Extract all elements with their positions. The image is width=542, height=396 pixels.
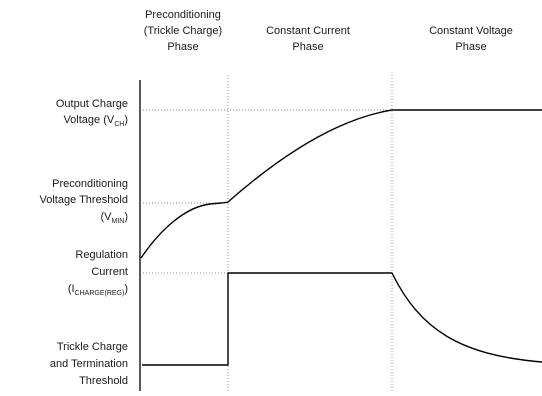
itrickle-line1: Trickle Charge — [57, 341, 128, 353]
vmin-line3: (VMIN) — [100, 211, 128, 225]
vch-line2-end: ) — [124, 114, 128, 126]
vmin-line1: Preconditioning — [52, 178, 128, 190]
vch-subscript: CH — [114, 121, 124, 128]
vmin-subscript: MIN — [111, 218, 124, 225]
vmin-line3-main: (V — [100, 211, 112, 223]
phase-cv-line1: Constant Voltage — [429, 25, 513, 37]
phase-preconditioning-line1: Preconditioning — [145, 9, 221, 21]
phase-preconditioning-line3: Phase — [167, 41, 198, 53]
label-output-charge-voltage: Output Charge Voltage (VCH) — [56, 98, 128, 128]
voltage-curve — [140, 109, 542, 259]
phase-header-preconditioning: Preconditioning (Trickle Charge) Phase — [144, 9, 222, 53]
phase-cv-line2: Phase — [455, 41, 486, 53]
label-preconditioning-threshold: Preconditioning Voltage Threshold (VMIN) — [40, 178, 128, 225]
vch-line1: Output Charge — [56, 98, 128, 110]
ireg-line3-main: (I — [68, 283, 75, 295]
itrickle-line3: Threshold — [79, 375, 128, 387]
ireg-line3: (ICHARGE(REG)) — [68, 283, 128, 297]
ireg-line2: Current — [91, 266, 128, 278]
phase-header-constant-voltage: Constant Voltage Phase — [429, 25, 513, 53]
current-curve — [142, 272, 542, 366]
ireg-line1: Regulation — [75, 249, 128, 261]
phase-cc-line1: Constant Current — [266, 25, 350, 37]
ireg-subscript: CHARGE(REG) — [75, 290, 125, 297]
ireg-line3-end: ) — [124, 283, 128, 295]
phase-preconditioning-line2: (Trickle Charge) — [144, 25, 222, 37]
vch-line2-main: Voltage (V — [63, 114, 114, 126]
label-trickle-threshold: Trickle Charge and Termination Threshold — [50, 341, 128, 387]
itrickle-line2: and Termination — [50, 358, 128, 370]
vch-line2: Voltage (VCH) — [63, 114, 128, 128]
label-regulation-current: Regulation Current (ICHARGE(REG)) — [68, 249, 128, 297]
vmin-line2: Voltage Threshold — [40, 194, 128, 206]
vmin-line3-end: ) — [124, 211, 128, 223]
phase-header-constant-current: Constant Current Phase — [266, 25, 350, 53]
phase-cc-line2: Phase — [292, 41, 323, 53]
